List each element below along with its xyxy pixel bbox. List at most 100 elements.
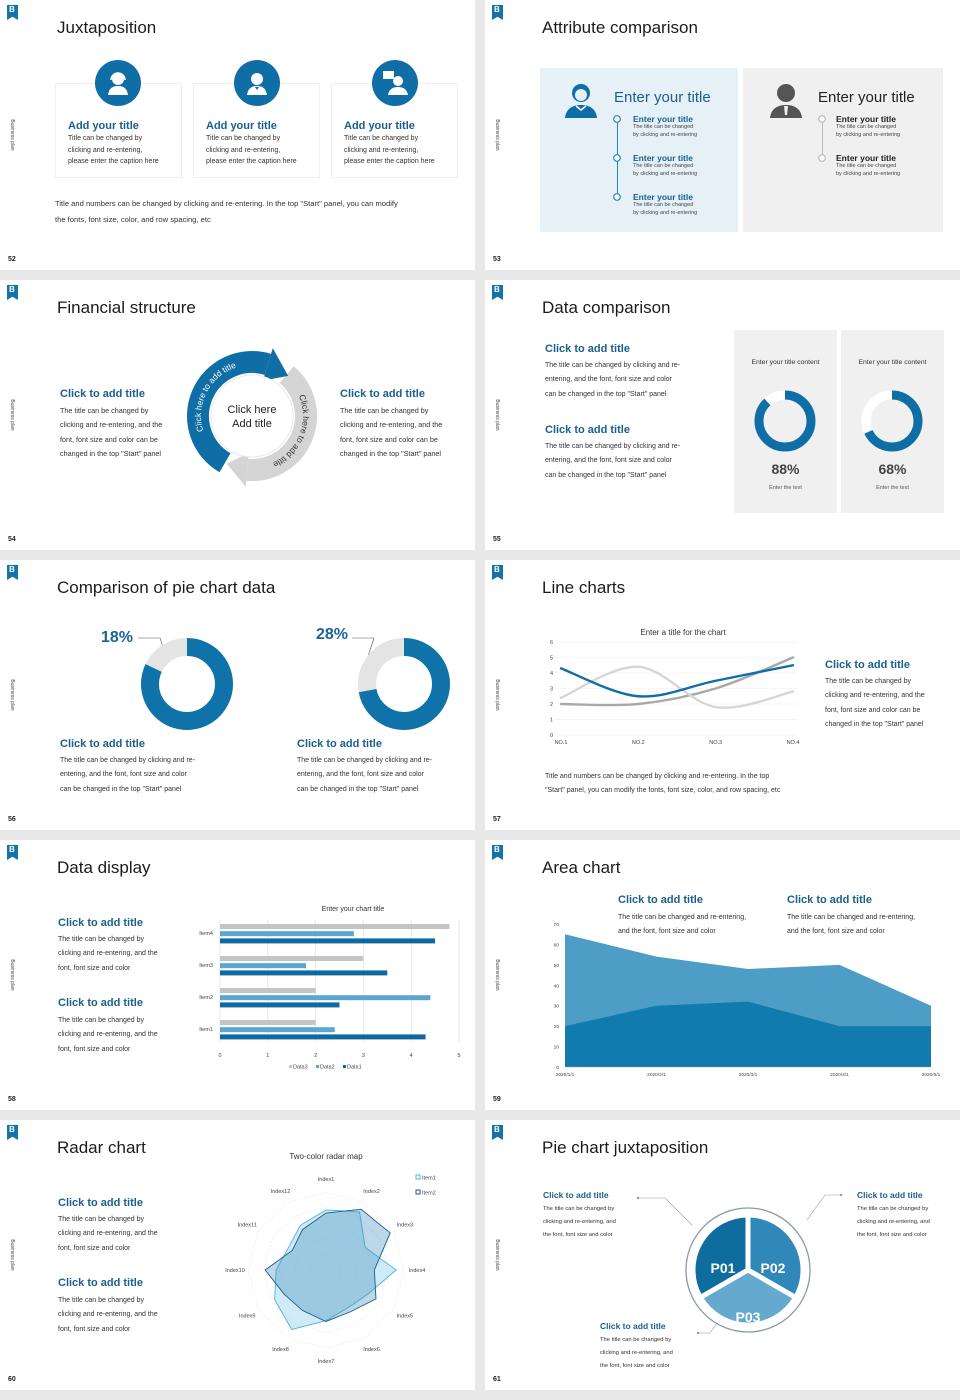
text-body: The title can be changed by clicking and…	[543, 1206, 616, 1238]
text-body: The title can be changed by clicking and…	[600, 1337, 673, 1369]
slide-title: Radar chart	[57, 1138, 146, 1157]
radar-series-Item1	[274, 1209, 397, 1330]
y-tick-label: 20	[554, 1024, 560, 1030]
pie-segment-P03	[697, 1267, 799, 1328]
page-number: 54	[8, 536, 16, 543]
text-body: The title can be changed by clicking and…	[297, 757, 433, 793]
x-tick-label: 1	[266, 1053, 269, 1059]
item-title: Enter your title	[633, 114, 693, 124]
stat-sub: Enter the text	[769, 485, 802, 491]
logo-icon	[7, 845, 18, 860]
bar-Data1	[220, 938, 436, 944]
legend-swatch	[343, 1065, 346, 1068]
chart-title: Enter your chart title	[322, 906, 385, 913]
blue-arrow-head	[262, 348, 289, 381]
donut-value-arc	[861, 390, 923, 452]
radar-grid	[278, 1222, 374, 1318]
y-tick-label: 30	[554, 1004, 560, 1010]
axis-label: Index2	[363, 1189, 380, 1195]
item-text: The title can be changed by clicking and…	[633, 124, 698, 138]
slide-52: Business plan 52 Juxtaposition Add your t…	[0, 0, 475, 270]
slide-title: Data display	[57, 858, 151, 877]
text-body: The title can be changed by clicking and…	[58, 1216, 158, 1252]
stat-title: Enter your title content	[751, 359, 820, 366]
text-body: The title can be changed by clicking and…	[58, 936, 158, 972]
center-circle	[210, 374, 294, 458]
y-tick-label: 40	[554, 983, 560, 989]
text-title: Click to add title	[787, 894, 872, 906]
footer-text: Title and numbers can be changed by clic…	[55, 199, 398, 224]
logo-icon	[7, 565, 18, 580]
page-number: 55	[493, 536, 501, 543]
legend-label: Data1	[347, 1065, 362, 1071]
line-series-1	[559, 664, 795, 698]
logo-icon	[7, 285, 18, 300]
y-tick-label: 3	[550, 687, 553, 693]
stat-value: 88%	[771, 461, 800, 477]
bar-Data3	[220, 924, 450, 929]
item-title: Enter your title	[836, 153, 896, 163]
logo-icon	[492, 285, 503, 300]
card-title: Add your title	[344, 120, 415, 132]
radar-grid	[263, 1207, 389, 1333]
card-title: Add your title	[206, 120, 277, 132]
panel-title: Enter your title	[614, 89, 711, 106]
slide-title: Attribute comparison	[542, 18, 698, 37]
x-tick-label: 2020/3/1	[739, 1072, 758, 1078]
text-body: The title can be changed by clicking and…	[545, 443, 681, 479]
footer-text: Title and numbers can be changed by clic…	[545, 773, 781, 795]
legend-swatch	[316, 1065, 319, 1068]
x-tick-label: 3	[362, 1053, 365, 1059]
item-title: Enter your title	[836, 114, 896, 124]
item-text: The title can be changed by clicking and…	[836, 124, 901, 138]
y-tick-label: 0	[550, 733, 553, 739]
text-body: The title can be changed and re-entering…	[618, 914, 747, 936]
radar-grid	[294, 1238, 358, 1302]
axis-label: Index7	[318, 1359, 335, 1365]
bar-Data1	[220, 970, 388, 976]
y-tick-label: 60	[554, 942, 560, 948]
timeline-item: Enter your title The title can be changed…	[633, 153, 697, 178]
center-title[interactable]: Click here Add title	[227, 404, 277, 430]
page-number: 53	[493, 256, 501, 263]
stat-title: Enter your title content	[858, 359, 927, 366]
text-body: The title can be changed by clicking and…	[60, 757, 196, 793]
logo-icon	[492, 845, 503, 860]
bar-Data2	[220, 1027, 335, 1033]
area-series-1	[565, 1001, 931, 1067]
text-title: Click to add title	[297, 738, 382, 750]
connector-dot	[696, 1331, 700, 1335]
logo-icon	[492, 5, 503, 20]
pie-value: 28%	[316, 626, 349, 643]
legend-label: Item1	[422, 1176, 436, 1182]
text-body: The title can be changed by clicking and…	[857, 1206, 930, 1238]
donut-value-arc	[754, 390, 816, 452]
stat-sub: Enter the text	[876, 485, 909, 491]
text-body: The title can be changed by clicking and…	[58, 1017, 158, 1053]
page-number: 56	[8, 816, 16, 823]
slide-title: Financial structure	[57, 298, 196, 317]
x-tick-label: NO.2	[632, 740, 645, 746]
y-tick-label: 10	[554, 1045, 560, 1051]
item-text: The title can be changed by clicking and…	[633, 202, 698, 216]
text-body: The title can be changed by clicking and…	[825, 678, 925, 729]
category-label: Item4	[199, 931, 213, 937]
y-tick-label: 70	[554, 922, 560, 928]
card-text: Title can be changed by clicking and re-…	[206, 135, 297, 165]
legend-label: Data2	[320, 1065, 335, 1071]
x-tick-label: 5	[457, 1053, 460, 1059]
timeline-dots	[613, 115, 826, 201]
connector-line	[638, 1197, 693, 1226]
line-chart: Enter a title for the chart 0 1 2 3 4 5 6 NO.1 NO…	[550, 628, 799, 746]
text-body: The title can be changed by clicking and…	[340, 406, 443, 459]
text-body: The title can be changed and re-entering…	[787, 914, 916, 936]
text-body: The title can be changed by clicking and…	[545, 362, 681, 398]
segment-label: P02	[761, 1260, 786, 1276]
legend-swatch	[415, 1189, 421, 1195]
chart-title: Enter a title for the chart	[640, 628, 726, 637]
y-tick-label: 5	[550, 656, 553, 662]
panel-right	[743, 68, 943, 232]
radar-chart: Two-color radar map Index1 Index2 Index3 Ind…	[225, 1152, 436, 1365]
